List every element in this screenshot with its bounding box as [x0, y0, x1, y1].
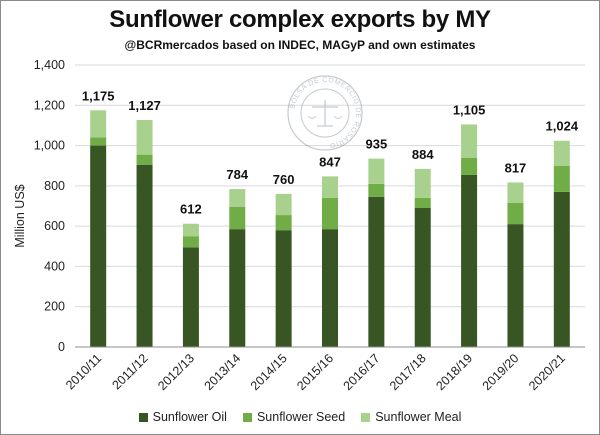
- bar-sunflower-meal: [90, 110, 107, 138]
- bar-sunflower-meal: [368, 158, 385, 184]
- bar-sunflower-seed: [275, 215, 292, 231]
- bar-sunflower-seed: [229, 207, 246, 230]
- x-tick-label: 2018/19: [433, 351, 475, 393]
- chart-subtitle: @BCRmercados based on INDEC, MAGyP and o…: [124, 38, 476, 52]
- bar-sunflower-seed: [414, 197, 431, 209]
- bar-total-label: 817: [505, 160, 527, 175]
- bar-sunflower-meal: [461, 124, 478, 158]
- bar-sunflower-oil: [368, 196, 385, 347]
- y-tick-label: 200: [44, 300, 65, 314]
- bar-sunflower-seed: [507, 202, 524, 225]
- bar-total-label: 847: [319, 154, 341, 169]
- bar-sunflower-oil: [461, 174, 478, 347]
- bar-total-label: 784: [226, 167, 248, 182]
- bar-sunflower-oil: [507, 224, 524, 347]
- legend-swatch: [361, 412, 371, 422]
- y-tick-label: 600: [44, 219, 65, 233]
- bar-sunflower-oil: [322, 229, 338, 347]
- bar-sunflower-oil: [229, 229, 246, 347]
- bar-sunflower-meal: [275, 193, 292, 216]
- bar-sunflower-meal: [507, 182, 524, 203]
- bar-total-label: 1,127: [128, 98, 161, 113]
- bar-sunflower-seed: [182, 236, 199, 248]
- legend-label: Sunflower Meal: [375, 410, 462, 424]
- x-tick-label: 2011/12: [109, 351, 150, 392]
- bar-sunflower-seed: [136, 154, 153, 165]
- x-tick-label: 2017/18: [387, 351, 429, 393]
- bar-total-label: 1,024: [546, 119, 579, 134]
- bar-sunflower-oil: [275, 230, 292, 347]
- bar-sunflower-meal: [322, 176, 338, 198]
- y-tick-label: 800: [44, 179, 65, 193]
- chart-title: Sunflower complex exports by MY: [109, 6, 491, 33]
- bolsa-de-comercio-de-rosario-seal-icon: BOLSA DE COMERCIO DE ROSARIO: [287, 75, 363, 151]
- legend-item: Sunflower Oil: [138, 410, 227, 424]
- bar-sunflower-seed: [368, 183, 385, 197]
- bar-sunflower-meal: [229, 189, 246, 208]
- bar-total-label: 612: [180, 202, 202, 217]
- x-tick-label: 2016/17: [341, 351, 383, 393]
- bar-sunflower-oil: [182, 247, 199, 347]
- bar-total-label: 1,105: [453, 102, 486, 117]
- x-tick-label: 2012/13: [155, 351, 197, 393]
- bar-total-label: 935: [366, 137, 388, 152]
- y-tick-label: 400: [44, 259, 65, 273]
- bar-sunflower-oil: [553, 191, 570, 347]
- x-tick-label: 2015/16: [294, 351, 336, 393]
- x-tick-label: 2014/15: [248, 351, 290, 393]
- bar-sunflower-seed: [553, 165, 570, 192]
- bar-total-label: 760: [273, 172, 295, 187]
- bar-sunflower-meal: [414, 168, 431, 198]
- y-axis-title: Million US$: [13, 184, 27, 247]
- legend-swatch: [242, 412, 252, 422]
- legend-item: Sunflower Meal: [361, 410, 461, 424]
- bar-sunflower-seed: [90, 137, 107, 146]
- x-tick-label: 2020/21: [526, 351, 568, 393]
- bar-sunflower-oil: [414, 208, 431, 347]
- bar-sunflower-seed: [322, 197, 338, 230]
- legend-swatch: [138, 412, 148, 422]
- y-tick-label: 1,200: [34, 98, 65, 112]
- legend-label: Sunflower Seed: [256, 410, 346, 424]
- legend-label: Sunflower Oil: [152, 410, 227, 424]
- bar-sunflower-meal: [136, 119, 153, 155]
- bar-sunflower-oil: [136, 164, 153, 347]
- y-tick-label: 1,400: [34, 58, 65, 72]
- y-tick-label: 0: [58, 340, 65, 354]
- bar-sunflower-meal: [182, 223, 199, 237]
- x-tick-label: 2010/11: [63, 351, 104, 392]
- bar-sunflower-oil: [90, 145, 107, 347]
- chart-legend: Sunflower Oil Sunflower Seed Sunflower Mea…: [0, 410, 600, 424]
- bar-total-label: 1,175: [82, 88, 115, 103]
- legend-item: Sunflower Seed: [242, 410, 346, 424]
- y-tick-label: 1,000: [34, 139, 65, 153]
- x-tick-label: 2019/20: [480, 351, 522, 393]
- x-tick-label: 2013/14: [202, 351, 244, 393]
- bar-sunflower-meal: [553, 140, 570, 166]
- bar-total-label: 884: [412, 147, 434, 162]
- bar-sunflower-seed: [461, 157, 478, 175]
